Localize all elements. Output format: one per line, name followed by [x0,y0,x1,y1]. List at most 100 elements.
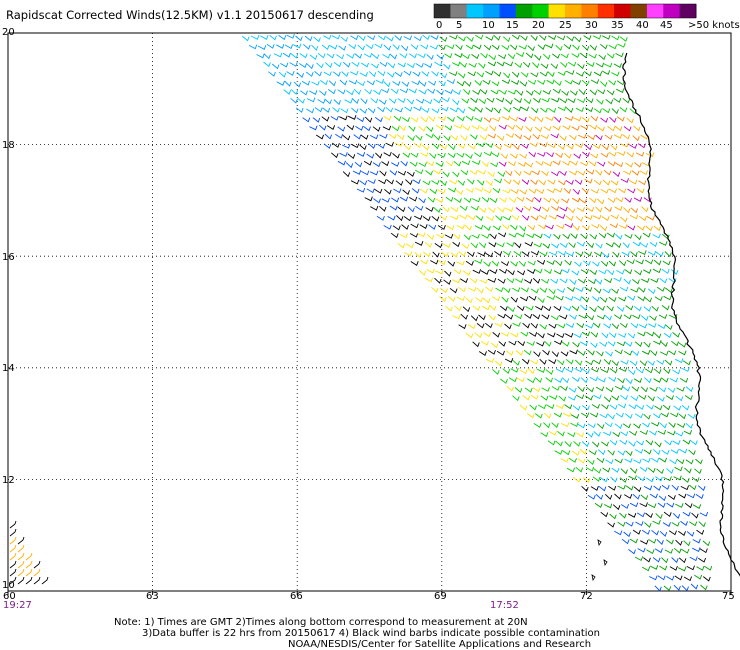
wind-barb [565,180,574,185]
wind-barb [437,152,446,158]
wind-barb [672,369,681,375]
wind-barb [591,441,600,448]
wind-barb [372,162,381,168]
wind-barb [673,584,681,591]
wind-barb [481,340,489,346]
wind-barb [403,144,412,151]
wind-barb [584,144,593,151]
wind-barb [435,124,444,130]
wind-barb [599,81,608,87]
wind-barb [584,107,594,113]
wind-barb [394,107,403,113]
wind-barb [465,260,474,266]
wind-barb [602,108,611,114]
wind-barb [338,45,347,51]
wind-barb [494,251,503,257]
wind-barb [534,54,542,61]
wind-barb [574,359,583,366]
wind-barb [284,80,292,87]
wind-barb [553,269,563,275]
wind-barb [653,259,662,266]
wind-barb [658,386,667,393]
island [597,539,602,547]
wind-barb [299,63,308,68]
wind-barb [666,468,674,474]
wind-barb [321,116,330,122]
wind-barb [604,422,613,428]
wind-barb [385,36,394,42]
wind-barb [610,180,619,186]
wind-barb [290,89,299,95]
wind-barb [453,233,461,240]
wind-barb [290,97,298,104]
wind-barb [564,404,573,410]
wind-barb [426,54,434,60]
wind-barb [381,161,390,167]
wind-barb [584,178,593,184]
wind-barb [424,63,433,68]
wind-barb [366,80,375,86]
wind-barb [319,124,327,131]
wind-barb [322,107,331,113]
wind-barb [356,117,365,123]
wind-barb [324,98,332,105]
wind-barb [394,35,402,41]
wind-barb [385,106,394,113]
wind-barb [458,251,467,257]
wind-barb [456,260,465,266]
wind-barb [545,369,554,375]
wind-barb [575,107,585,113]
wind-barb [561,422,570,428]
wind-barb [603,62,613,68]
wind-barb [609,116,617,123]
wind-barb [656,539,664,545]
wind-barb [573,477,581,483]
wind-barb [569,90,578,96]
wind-barb [443,63,451,70]
wind-barb [335,133,344,139]
wind-barb [421,71,430,77]
wind-barb [679,377,689,383]
wind-barb [574,367,583,373]
wind-barb [332,71,341,77]
wind-barb [669,459,678,465]
wind-barb [426,234,435,240]
wind-barb [383,115,392,121]
wind-barb [360,134,369,140]
wind-barb [457,72,466,79]
wind-barb [503,107,512,113]
wind-barb [649,565,659,570]
wind-barb [566,467,576,473]
lat-label-12: 12 [2,475,15,486]
wind-barb [413,142,422,148]
wind-barb [675,431,684,437]
wind-barb [682,439,691,445]
wind-barb [620,178,630,183]
wind-barb [455,44,463,51]
wind-barb [617,377,625,384]
wind-barb [581,485,589,492]
wind-barb [546,188,556,194]
wind-barb [372,126,381,132]
wind-barb [405,243,414,249]
wind-barb [647,503,657,509]
wind-barb [498,124,507,130]
wind-barb [553,412,563,418]
wind-barb [326,53,335,59]
wind-barb [378,99,387,105]
wind-barb [634,234,642,241]
wind-barb [544,43,554,49]
wind-barb [500,261,510,267]
wind-barb [606,269,615,276]
wind-barb [414,241,424,246]
wind-barb [586,62,595,67]
wind-barb [524,313,533,319]
wind-barb [401,224,409,230]
wind-barb [266,43,275,49]
wind-barb [492,296,501,302]
wind-barb [660,341,668,348]
wind-barb [456,116,465,122]
wind-barb [695,494,704,499]
wind-barb [591,223,600,229]
wind-barb [377,35,386,41]
